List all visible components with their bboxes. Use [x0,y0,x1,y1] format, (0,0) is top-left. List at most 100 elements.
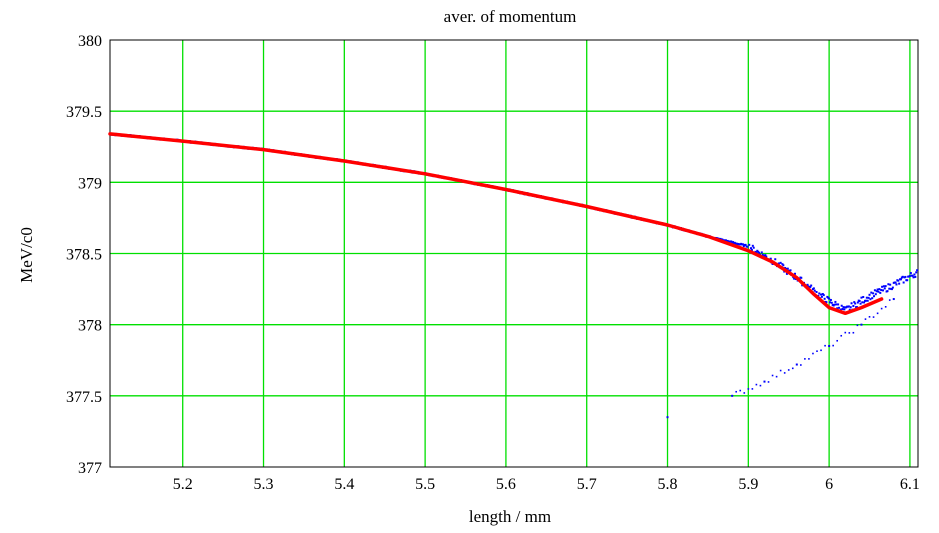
scatter-point [894,281,897,284]
scatter-point [862,295,865,298]
scatter-point [735,390,737,393]
scatter-point [764,254,767,257]
x-tick-label: 5.4 [334,476,354,493]
scatter-point [836,307,839,310]
scatter-point [821,293,824,296]
scatter-point [786,267,789,270]
scatter-point [744,243,747,246]
scatter-point [881,289,884,292]
scatter-point [763,380,766,383]
scatter-point [809,285,812,288]
scatter-point [793,277,796,280]
scatter-point [882,285,885,288]
series-layer [108,132,919,419]
scatter-point [915,271,918,274]
scatter-point [909,272,912,275]
scatter-point [861,301,864,304]
scatter-point [807,285,810,288]
scatter-point [914,275,917,278]
scatter-point [783,372,786,374]
scatter-point [739,389,742,392]
scatter-point [828,345,831,348]
x-tick-label: 6 [825,476,833,493]
scatter-point [794,272,797,275]
scatter-point [742,245,745,248]
scatter-point [911,274,914,277]
y-axis-ticks: 377 377.5 378 378.5 379 379.5 380 [66,33,102,477]
x-tick-label: 6.1 [900,476,920,493]
scatter-point [856,301,859,304]
scatter-point [840,304,843,307]
scatter-point [781,263,784,266]
scatter-point [759,384,762,387]
scatter-point [899,278,902,281]
scatter-point [804,358,806,360]
y-tick-label: 379.5 [66,104,102,121]
scatter-point [883,287,886,290]
scatter-point [874,293,877,296]
y-tick-label: 377 [78,460,102,477]
scatter-point [731,394,734,397]
scatter-point [789,269,792,272]
scatter-point [890,288,893,291]
scatter-point [758,251,761,254]
scatter-point [902,281,905,284]
scatter-point [912,276,915,279]
scatter-point [751,388,754,390]
scatter-point [872,316,875,318]
x-axis-title: length / mm [469,507,551,526]
scatter-point [750,247,753,250]
scatter-point [822,294,825,297]
x-tick-label: 5.5 [415,476,435,493]
scatter-point [863,301,866,304]
scatter-point [835,303,838,306]
scatter-point [891,286,894,289]
scatter-point [840,334,843,337]
scatter-point [833,303,836,306]
scatter-point [860,323,863,326]
scatter-point [848,308,851,311]
scatter-point [868,316,871,318]
y-tick-label: 379 [78,175,102,192]
x-tick-label: 5.9 [738,476,758,493]
scatter-point [906,279,909,282]
scatter-point [806,283,809,286]
scatter-point [752,246,755,249]
scatter-point [889,283,892,286]
x-tick-label: 5.8 [658,476,678,493]
scatter-point [887,283,890,286]
scatter-point [839,308,842,311]
scatter-point [848,332,851,334]
scatter-point [843,308,846,311]
y-tick-label: 378.5 [66,247,102,264]
scatter-point [818,292,821,295]
scatter-point [782,264,785,267]
x-axis-ticks: 5.2 5.3 5.4 5.5 5.6 5.7 5.8 5.9 6 6.1 [173,476,920,493]
scatter-point [888,287,891,290]
scatter-point [815,290,818,293]
scatter-point [866,299,869,302]
scatter-point [730,240,733,243]
scatter-point [842,306,845,309]
scatter-point [743,392,746,394]
scatter-point [767,381,770,383]
scatter-point [832,344,834,347]
scatter-point [769,257,772,260]
scatter-point [823,297,826,300]
scatter-point [844,331,847,334]
scatter-point [878,288,881,291]
scatter-point [785,272,788,275]
scatter-point [898,282,901,285]
scatter-point [852,304,855,307]
scatter-point [888,299,891,301]
scatter-point [855,306,858,309]
scatter-point [800,276,803,279]
scatter-point [876,288,879,291]
scatter-point [873,289,876,292]
scatter-point [779,369,782,372]
y-tick-label: 380 [78,33,102,50]
scatter-point [812,352,814,355]
scatter-point [856,324,859,327]
scatter-point [750,248,753,251]
scatter-point [859,302,862,305]
